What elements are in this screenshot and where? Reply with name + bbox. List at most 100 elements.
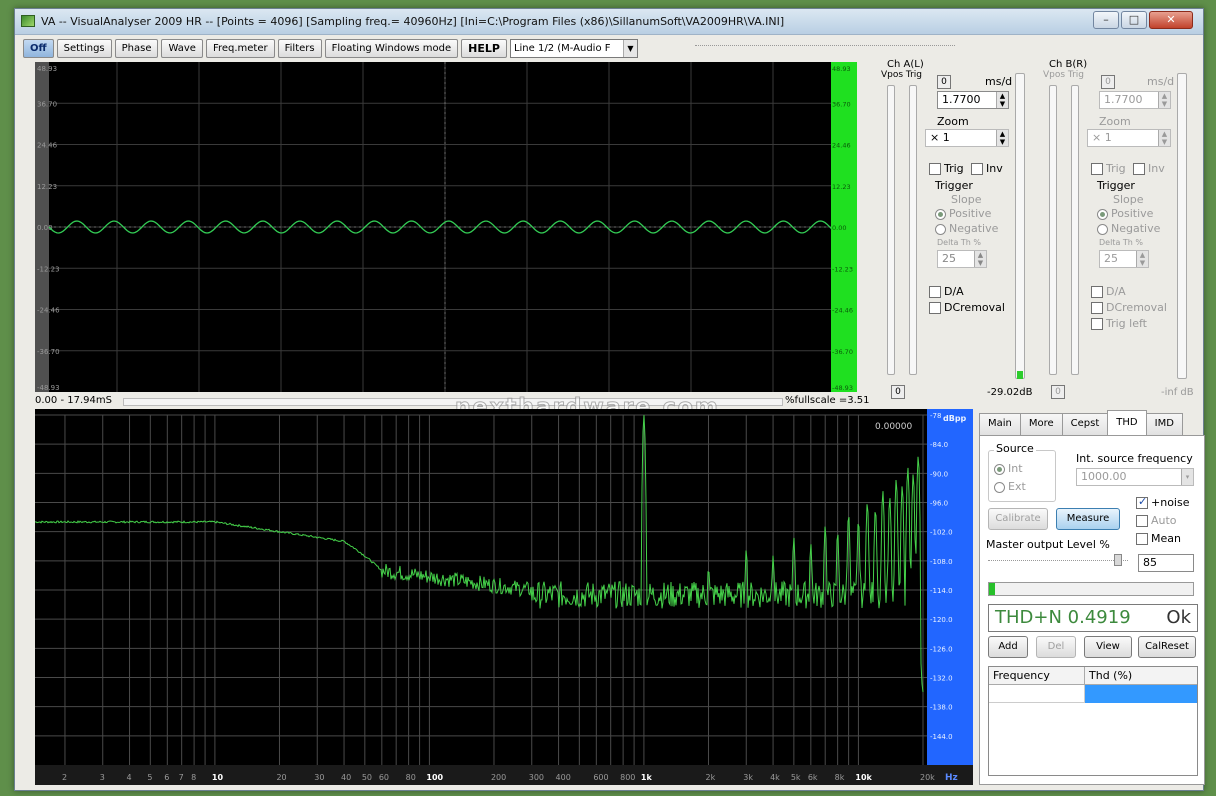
spinner-icon[interactable]: ▲ ▼ bbox=[1158, 130, 1170, 146]
scope-left-tick-label: 48.93 bbox=[37, 65, 57, 73]
scope-right-tick-label: -12.23 bbox=[832, 265, 853, 273]
master-level-value: 85 bbox=[1143, 556, 1157, 569]
noise-checkbox[interactable]: +noise bbox=[1136, 495, 1189, 509]
master-level-slider[interactable] bbox=[988, 560, 1128, 562]
int-freq-label: Int. source frequency bbox=[1076, 452, 1193, 465]
thd-result-display: THD+N 0.4919 Ok bbox=[988, 604, 1198, 632]
spectrum-display: -78 -84.0 -90.0 -96.0 -102.0 -108.0 -114.0 -120… bbox=[35, 409, 973, 785]
channel-a-delta-input[interactable]: 25 ▲ ▼ bbox=[937, 250, 987, 268]
spinner-icon[interactable]: ▲ ▼ bbox=[974, 251, 986, 267]
table-cell-selected[interactable] bbox=[1085, 685, 1197, 703]
channel-b-zero-button[interactable]: 0 bbox=[1101, 75, 1115, 89]
channel-a-da-checkbox[interactable]: D/A bbox=[929, 285, 964, 298]
freqmeter-button[interactable]: Freq.meter bbox=[205, 38, 275, 58]
thd-panel: Source Int Ext Int. source frequency 100… bbox=[979, 435, 1205, 785]
spinner-icon[interactable]: ▲ ▼ bbox=[1158, 92, 1170, 108]
phase-button[interactable]: Phase bbox=[114, 38, 159, 58]
channel-a-vpos-slider[interactable] bbox=[887, 85, 895, 375]
spinner-icon[interactable]: ▲ ▼ bbox=[996, 130, 1008, 146]
app-window: VA -- VisualAnalyser 2009 HR -- [Points … bbox=[14, 8, 1205, 791]
spectrum-x-tick-label: 80 bbox=[406, 773, 416, 782]
channel-a-inv-checkbox[interactable]: Inv bbox=[971, 162, 1003, 175]
channel-b-vpos-slider[interactable] bbox=[1049, 85, 1057, 375]
spectrum-trace bbox=[35, 415, 924, 693]
spectrum-scale-bar bbox=[927, 409, 973, 785]
channel-a-ms-input[interactable]: 1.7700 ▲ ▼ bbox=[937, 91, 1009, 109]
channel-b-ms-input[interactable]: 1.7700 ▲ ▼ bbox=[1099, 91, 1171, 109]
spectrum-y-tick-label: -132.0 bbox=[930, 675, 953, 683]
spinner-icon[interactable]: ▲ ▼ bbox=[996, 92, 1008, 108]
tab-thd[interactable]: THD bbox=[1107, 410, 1147, 435]
top-slider[interactable] bbox=[695, 45, 955, 47]
channel-a-bottom-zero-button[interactable]: 0 bbox=[891, 385, 905, 399]
channel-b-da-checkbox[interactable]: D/A bbox=[1091, 285, 1126, 298]
thd-result-status: Ok bbox=[1166, 607, 1191, 628]
channel-a-zoom-input[interactable]: × 1 ▲ ▼ bbox=[925, 129, 1009, 147]
channel-a-zero-button[interactable]: 0 bbox=[937, 75, 951, 89]
scope-trace bbox=[48, 220, 855, 234]
channel-a-trig-slider[interactable] bbox=[909, 85, 917, 375]
spinner-icon[interactable]: ▲ ▼ bbox=[1136, 251, 1148, 267]
source-ext-radio[interactable]: Ext bbox=[994, 480, 1026, 493]
channel-b-dcremoval-checkbox[interactable]: DCremoval bbox=[1091, 301, 1167, 314]
minimize-button[interactable]: – bbox=[1093, 11, 1119, 29]
on-off-button[interactable]: Off bbox=[23, 38, 54, 58]
source-int-radio[interactable]: Int bbox=[994, 462, 1023, 475]
channel-b-bottom-zero-button[interactable]: 0 bbox=[1051, 385, 1065, 399]
analysis-tabs: Main More Cepst THD IMD bbox=[979, 410, 1183, 435]
auto-checkbox[interactable]: Auto bbox=[1136, 514, 1177, 527]
tab-cepst[interactable]: Cepst bbox=[1061, 413, 1109, 435]
wave-button[interactable]: Wave bbox=[161, 38, 203, 58]
channel-b-ms-label: ms/d bbox=[1147, 75, 1175, 88]
channel-a-dcremoval-checkbox[interactable]: DCremoval bbox=[929, 301, 1005, 314]
measure-button[interactable]: Measure bbox=[1056, 508, 1120, 530]
del-button[interactable]: Del bbox=[1036, 636, 1076, 658]
maximize-button[interactable]: □ bbox=[1121, 11, 1147, 29]
channel-b-trig-checkbox[interactable]: Trig bbox=[1091, 162, 1126, 175]
channel-b-positive-radio[interactable]: Positive bbox=[1097, 207, 1153, 220]
spectrum-x-tick-label: 30 bbox=[314, 773, 324, 782]
filters-button[interactable]: Filters bbox=[277, 38, 322, 58]
tab-main[interactable]: Main bbox=[979, 413, 1021, 435]
spectrum-x-tick-label: 300 bbox=[529, 773, 544, 782]
time-scrollbar[interactable] bbox=[123, 398, 783, 406]
channel-b-inv-checkbox[interactable]: Inv bbox=[1133, 162, 1165, 175]
mean-label: Mean bbox=[1151, 532, 1181, 545]
calibrate-button[interactable]: Calibrate bbox=[988, 508, 1048, 530]
channel-a-level-fill bbox=[1017, 371, 1023, 379]
tab-imd[interactable]: IMD bbox=[1145, 413, 1183, 435]
mean-checkbox[interactable]: Mean bbox=[1136, 532, 1181, 545]
table-cell[interactable] bbox=[989, 685, 1085, 703]
radio-icon bbox=[1097, 223, 1108, 235]
scope-left-tick-label: 0.00 bbox=[37, 224, 53, 232]
int-freq-select[interactable]: 1000.00 ▾ bbox=[1076, 468, 1194, 486]
settings-button[interactable]: Settings bbox=[56, 38, 112, 58]
channel-a-trig-checkbox[interactable]: Trig bbox=[929, 162, 964, 175]
channel-a-da-label: D/A bbox=[944, 285, 964, 298]
channel-a-negative-radio[interactable]: Negative bbox=[935, 222, 998, 235]
floating-windows-button[interactable]: Floating Windows mode bbox=[324, 38, 459, 58]
title-bar: VA -- VisualAnalyser 2009 HR -- [Points … bbox=[15, 9, 1203, 35]
help-button[interactable]: HELP bbox=[461, 38, 507, 58]
calreset-button[interactable]: CalReset bbox=[1138, 636, 1196, 658]
checkbox-icon bbox=[929, 286, 941, 298]
channel-b-zoom-input[interactable]: × 1 ▲ ▼ bbox=[1087, 129, 1171, 147]
view-button[interactable]: View bbox=[1084, 636, 1132, 658]
channel-b-delta-input[interactable]: 25 ▲ ▼ bbox=[1099, 250, 1149, 268]
channel-b-trig-label: Trig bbox=[1106, 162, 1126, 175]
spectrum-x-tick-label: 100 bbox=[426, 773, 443, 782]
tab-more[interactable]: More bbox=[1019, 413, 1063, 435]
channel-b-trig-left-checkbox[interactable]: Trig left bbox=[1091, 317, 1147, 330]
channel-b-dcremoval-label: DCremoval bbox=[1106, 301, 1167, 314]
close-button[interactable]: ✕ bbox=[1149, 11, 1193, 29]
slider-thumb-icon[interactable] bbox=[1114, 554, 1122, 566]
channel-b-trig-slider[interactable] bbox=[1071, 85, 1079, 375]
master-level-input[interactable]: 85 bbox=[1138, 554, 1194, 572]
line-select[interactable]: Line 1/2 (M-Audio F ▼ bbox=[509, 38, 638, 58]
channel-a-level-meter bbox=[1015, 73, 1025, 379]
spectrum-x-tick-label: 1k bbox=[641, 773, 653, 782]
measure-progress-bar bbox=[988, 582, 1194, 596]
add-button[interactable]: Add bbox=[988, 636, 1028, 658]
channel-a-positive-radio[interactable]: Positive bbox=[935, 207, 991, 220]
channel-b-negative-radio[interactable]: Negative bbox=[1097, 222, 1160, 235]
